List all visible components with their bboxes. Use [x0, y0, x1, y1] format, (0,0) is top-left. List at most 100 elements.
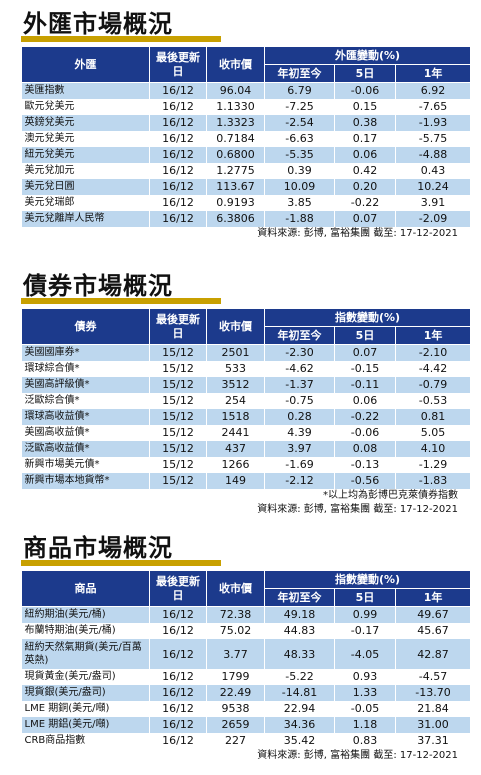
header-close: 收市價	[206, 46, 265, 83]
row-date: 15/12	[149, 393, 207, 409]
row-5d: -0.15	[334, 361, 396, 377]
table-row: LME 期鋁(美元/噸) 16/12 2659 34.36 1.18 31.00	[21, 717, 472, 733]
table-row: 美元兌日圓 16/12 113.67 10.09 0.20 10.24	[21, 179, 472, 195]
header-ytd: 年初至今	[264, 326, 335, 345]
table-row: 美國國庫券* 15/12 2501 -2.30 0.07 -2.10	[21, 344, 472, 361]
row-name: LME 期銅(美元/噸)	[21, 701, 150, 717]
table-row: CRB商品指數 16/12 227 35.42 0.83 37.31	[21, 733, 472, 749]
section-title: 商品市場概況	[23, 534, 173, 562]
row-date: 16/12	[149, 211, 207, 227]
row-close: 1518	[206, 409, 265, 425]
row-name: LME 期鋁(美元/噸)	[21, 717, 150, 733]
row-1y: 49.67	[395, 606, 472, 623]
header-ytd: 年初至今	[264, 64, 335, 83]
table-row: 美元兌離岸人民幣 16/12 6.3806 -1.88 0.07 -2.09	[21, 211, 472, 227]
row-ytd: -1.88	[264, 211, 335, 227]
row-close: 1.3323	[206, 115, 265, 131]
row-close: 9538	[206, 701, 265, 717]
row-1y: 10.24	[395, 179, 472, 195]
row-name: 新興市場美元債*	[21, 457, 150, 473]
row-date: 16/12	[149, 195, 207, 211]
row-date: 16/12	[149, 623, 207, 639]
title-underline	[21, 560, 221, 566]
row-close: 437	[206, 441, 265, 457]
section-title: 外匯市場概況	[23, 10, 173, 38]
table-row: 現貨黃金(美元/盎司) 16/12 1799 -5.22 0.93 -4.57	[21, 669, 472, 685]
row-close: 149	[206, 473, 265, 489]
row-close: 0.9193	[206, 195, 265, 211]
row-ytd: 6.79	[264, 82, 335, 99]
row-date: 16/12	[149, 99, 207, 115]
header-name: 外匯	[21, 46, 150, 83]
row-ytd: -2.54	[264, 115, 335, 131]
row-close: 1.2775	[206, 163, 265, 179]
row-1y: -13.70	[395, 685, 472, 701]
row-name: 環球綜合債*	[21, 361, 150, 377]
row-1y: 3.91	[395, 195, 472, 211]
row-ytd: -6.63	[264, 131, 335, 147]
row-date: 16/12	[149, 179, 207, 195]
row-1y: -0.79	[395, 377, 472, 393]
row-ytd: -2.12	[264, 473, 335, 489]
row-name: 美國高評級債*	[21, 377, 150, 393]
row-date: 15/12	[149, 441, 207, 457]
row-date: 15/12	[149, 409, 207, 425]
row-name: 泛歐綜合債*	[21, 393, 150, 409]
row-name: 美元兌離岸人民幣	[21, 211, 150, 227]
row-name: CRB商品指數	[21, 733, 150, 749]
row-ytd: 49.18	[264, 606, 335, 623]
row-date: 15/12	[149, 344, 207, 361]
header-name: 債券	[21, 308, 150, 345]
row-ytd: 0.39	[264, 163, 335, 179]
row-close: 1.1330	[206, 99, 265, 115]
table-row: 現貨銀(美元/盎司) 16/12 22.49 -14.81 1.33 -13.70	[21, 685, 472, 701]
row-1y: 45.67	[395, 623, 472, 639]
section-title: 債券市場概況	[23, 272, 173, 300]
header-group: 外匯變動(%)	[263, 46, 472, 65]
row-close: 1266	[206, 457, 265, 473]
row-name: 環球高收益債*	[21, 409, 150, 425]
row-1y: -2.10	[395, 344, 472, 361]
row-5d: 0.93	[334, 669, 396, 685]
table-row: 美匯指數 16/12 96.04 6.79 -0.06 6.92	[21, 82, 472, 99]
row-ytd: 3.85	[264, 195, 335, 211]
commodities-section: 商品市場概況 商品 最後更新日 收市價 指數變動(%) 年初至今 5日 1年 紐…	[21, 530, 472, 763]
row-close: 0.6800	[206, 147, 265, 163]
row-1y: -4.88	[395, 147, 472, 163]
row-date: 16/12	[149, 147, 207, 163]
row-name: 布蘭特期油(美元/桶)	[21, 623, 150, 639]
row-close: 2659	[206, 717, 265, 733]
row-1y: -1.83	[395, 473, 472, 489]
row-ytd: -5.22	[264, 669, 335, 685]
row-date: 16/12	[149, 685, 207, 701]
row-5d: -0.22	[334, 195, 396, 211]
row-name: 新興市場本地貨幣*	[21, 473, 150, 489]
row-ytd: 10.09	[264, 179, 335, 195]
row-1y: 0.81	[395, 409, 472, 425]
row-name: 美匯指數	[21, 82, 150, 99]
row-1y: -1.93	[395, 115, 472, 131]
row-5d: -0.13	[334, 457, 396, 473]
row-close: 113.67	[206, 179, 265, 195]
row-1y: -7.65	[395, 99, 472, 115]
footnote: *以上均為彭博巴克萊債券指數	[323, 490, 458, 501]
row-1y: 0.43	[395, 163, 472, 179]
source-note: 資料來源: 彭博, 富裕集團 截至: 17-12-2021	[257, 228, 458, 239]
row-5d: -0.56	[334, 473, 396, 489]
row-5d: -0.17	[334, 623, 396, 639]
row-name: 歐元兌美元	[21, 99, 150, 115]
header-date: 最後更新日	[149, 46, 207, 83]
row-name: 泛歐高收益債*	[21, 441, 150, 457]
row-1y: 5.05	[395, 425, 472, 441]
row-date: 16/12	[149, 131, 207, 147]
table-row: 紐約期油(美元/桶) 16/12 72.38 49.18 0.99 49.67	[21, 606, 472, 623]
row-5d: 0.07	[334, 344, 396, 361]
row-name: 美國國庫券*	[21, 344, 150, 361]
row-ytd: -5.35	[264, 147, 335, 163]
table-row: 環球綜合債* 15/12 533 -4.62 -0.15 -4.42	[21, 361, 472, 377]
bonds-title-wrap: 債券市場概況	[21, 268, 470, 304]
row-name: 美元兌日圓	[21, 179, 150, 195]
row-date: 16/12	[149, 115, 207, 131]
row-5d: 0.06	[334, 147, 396, 163]
row-date: 15/12	[149, 377, 207, 393]
